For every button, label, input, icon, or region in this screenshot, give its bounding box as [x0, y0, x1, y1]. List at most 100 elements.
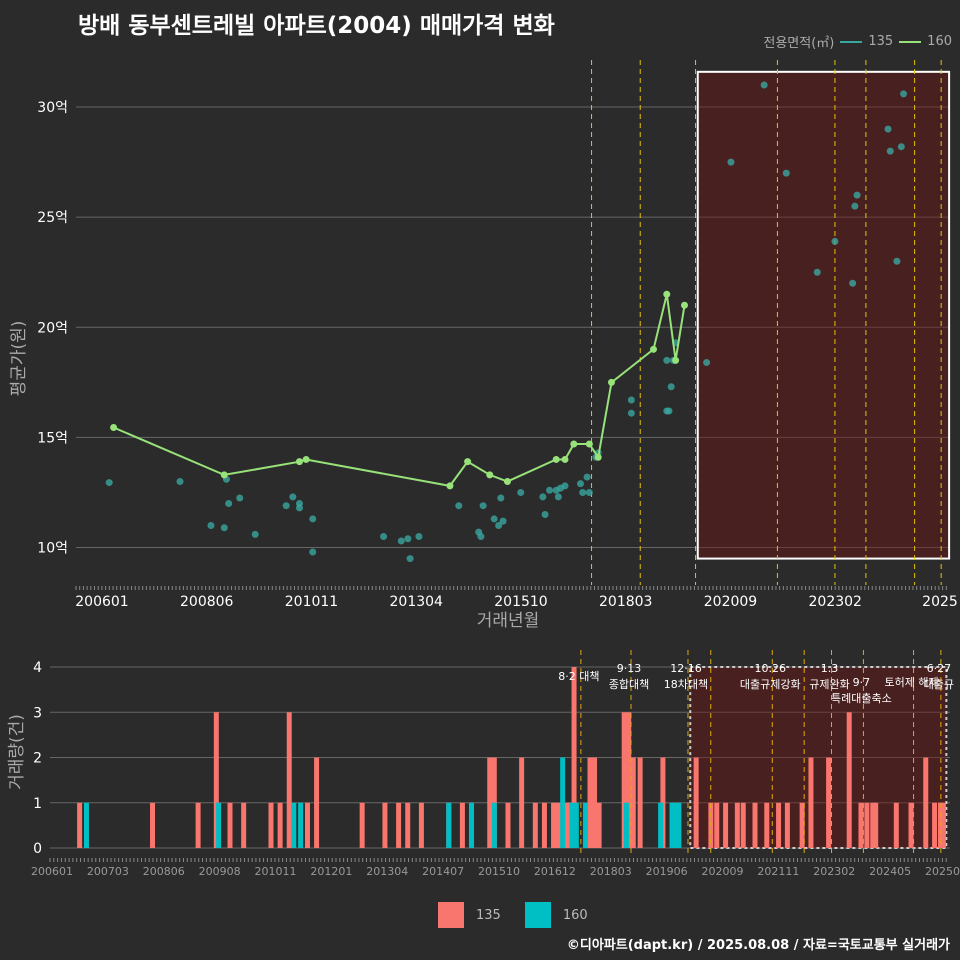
data-point-135 — [849, 279, 857, 287]
data-point-135 — [490, 515, 498, 523]
legend-line-160 — [899, 40, 922, 43]
bar-135 — [808, 757, 814, 848]
bar-135 — [826, 757, 832, 848]
chart-title: 방배 동부센트레빌 아파트(2004) 매매가격 변화 — [78, 13, 555, 39]
y-tick-label: 25억 — [37, 210, 68, 226]
policy-annotation: 규제완화 — [809, 678, 849, 691]
y-tick-label: 10억 — [37, 541, 68, 557]
x-tick-label: 200601 — [75, 594, 128, 610]
data-point-135 — [479, 502, 487, 510]
bar-135 — [764, 802, 770, 848]
bar-135 — [734, 802, 740, 848]
bar-135 — [893, 802, 899, 848]
bar-160 — [560, 757, 566, 848]
x-tick-label: 201803 — [599, 594, 652, 610]
data-point-135 — [220, 524, 228, 532]
policy-annotation: 대출규제강화 — [740, 678, 801, 691]
data-point-135 — [782, 169, 790, 177]
data-point-135 — [495, 522, 503, 530]
data-point-135 — [289, 493, 297, 501]
bar-y-tick-label: 4 — [33, 660, 42, 676]
y-tick-label: 15억 — [37, 430, 68, 446]
legend-label-160: 160 — [927, 34, 952, 49]
policy-annotation: 특례대출축소 — [831, 692, 892, 705]
y-tick-label: 20억 — [37, 320, 68, 336]
bar-x-tick-label: 201803 — [590, 865, 632, 878]
x-tick-label: 2025 — [922, 594, 958, 610]
data-point-135 — [207, 522, 215, 530]
bar-160 — [446, 802, 452, 848]
policy-annotation: 9·7 — [853, 676, 871, 689]
data-point-160 — [663, 290, 671, 298]
bar-135 — [752, 802, 758, 848]
bar-160 — [291, 802, 297, 848]
data-point-160 — [680, 301, 688, 309]
legend-bottom-label-160: 160 — [562, 907, 588, 923]
legend-title: 전용면적(㎡) — [763, 36, 835, 51]
bar-135 — [195, 802, 201, 848]
bar-135 — [621, 712, 627, 848]
bar-135 — [382, 802, 388, 848]
bar-135 — [241, 802, 247, 848]
data-point-135 — [583, 473, 591, 481]
data-point-135 — [897, 143, 905, 151]
data-point-160 — [594, 453, 602, 461]
bar-135 — [846, 712, 852, 848]
policy-annotation: 종합대책 — [609, 678, 649, 691]
data-point-135 — [576, 480, 584, 488]
bar-x-tick-label: 202009 — [702, 865, 744, 878]
data-point-160 — [607, 378, 615, 386]
data-point-160 — [585, 440, 593, 448]
bar-135 — [932, 802, 938, 848]
policy-annotation: 1.3 — [821, 662, 839, 675]
data-point-135 — [415, 533, 423, 541]
data-point-135 — [665, 407, 673, 415]
bar-135 — [505, 802, 511, 848]
bar-135 — [532, 802, 538, 848]
bar-135 — [858, 802, 864, 848]
policy-annotation: 18차대책 — [664, 678, 708, 691]
policy-annotation: 대출규 — [924, 678, 954, 691]
bar-135 — [314, 757, 320, 848]
y-tick-label: 30억 — [37, 100, 68, 116]
data-point-135 — [309, 515, 317, 523]
data-point-135 — [225, 500, 233, 508]
data-point-160 — [220, 471, 228, 479]
bar-135 — [304, 802, 310, 848]
data-point-135 — [893, 257, 901, 265]
bar-135 — [459, 802, 465, 848]
bar-135 — [723, 802, 729, 848]
data-point-135 — [627, 396, 635, 404]
bar-x-tick-label: 200703 — [87, 865, 129, 878]
data-point-135 — [309, 548, 317, 556]
data-point-135 — [497, 494, 505, 502]
policy-annotation: 12·16 — [670, 662, 702, 675]
x-tick-label: 201304 — [390, 594, 444, 610]
bar-135 — [286, 712, 292, 848]
data-point-135 — [853, 191, 861, 199]
data-point-135 — [397, 537, 405, 545]
bar-135 — [268, 802, 274, 848]
data-point-135 — [554, 493, 562, 501]
bar-160 — [569, 802, 575, 848]
bar-135 — [587, 757, 593, 848]
data-point-135 — [477, 533, 485, 541]
legend-swatch-160 — [524, 902, 551, 928]
data-point-135 — [282, 502, 290, 510]
data-point-160 — [650, 345, 658, 353]
bar-135 — [784, 802, 790, 848]
data-point-160 — [110, 424, 118, 432]
bar-x-tick-label: 200908 — [199, 865, 241, 878]
bar-135 — [277, 802, 283, 848]
bar-y-tick-label: 0 — [33, 841, 42, 857]
data-point-135 — [251, 530, 259, 538]
bar-y-axis-label: 거래량(건) — [7, 714, 27, 790]
policy-annotation: 8·2 대책 — [558, 670, 599, 683]
data-point-135 — [236, 494, 244, 502]
data-point-160 — [446, 482, 454, 490]
legend-line-135 — [840, 40, 863, 43]
data-point-135 — [579, 488, 587, 496]
bar-135 — [571, 667, 577, 848]
data-point-160 — [464, 458, 472, 466]
